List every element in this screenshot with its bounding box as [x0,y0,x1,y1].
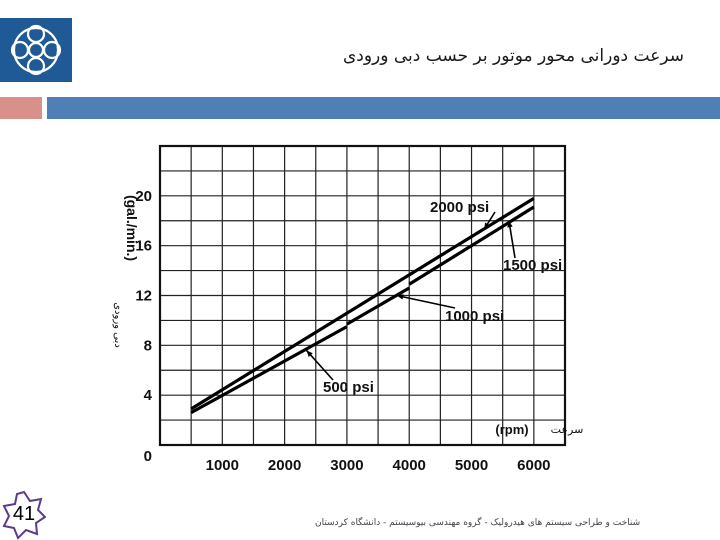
chart: 2000 psi 1500 psi 1000 psi 500 psi 1000 2000… [112,144,584,474]
chart-series [190,196,535,415]
annotation-leader [305,349,334,381]
chart-axes [158,144,567,447]
plot-frame [158,144,567,447]
y-tick-label: 12 [135,288,152,305]
x-tick-label: 1000 [206,457,239,474]
annotation-leader [396,294,456,309]
annotation-arrowhead [507,220,513,228]
y-tick-label: 20 [135,188,152,205]
series-line-1000-psi [346,286,411,326]
x-tick-label: 3000 [330,457,363,474]
star-frame-icon [2,490,47,540]
y-tick-label: 16 [135,238,152,255]
y-axis-label: (gal./min.) [124,195,140,261]
y-tick-label: 0 [144,448,152,465]
chart-annotations: 2000 psi 1500 psi 1000 psi 500 psi [305,199,562,396]
annotation-arrowhead [484,222,490,230]
university-logo-icon [0,18,72,82]
header-bar [47,97,720,119]
x-axis-label: (rpm) [495,422,528,437]
y-tick-label: 8 [144,337,152,354]
y-tick-label: 4 [144,387,153,404]
series-label: 1000 psi [445,308,504,325]
series-line-1500-psi [408,205,535,286]
x-tick-label: 6000 [517,457,550,474]
x-tick-label: 4000 [393,457,426,474]
slide-number-badge: 41 [2,490,47,540]
y-axis-label-fa: دبی ورودی [112,302,123,348]
series-label: 500 psi [323,379,374,396]
series-label: 1500 psi [503,257,562,274]
chart-grid [160,146,565,445]
x-tick-label: 5000 [455,457,488,474]
slide-number: 41 [12,503,36,525]
series-label: 2000 psi [430,199,489,216]
annotation-arrowhead [396,294,404,300]
x-axis-label-fa: سرعت [551,423,584,436]
x-tick-label: 2000 [268,457,301,474]
series-line-2000-psi [190,196,535,411]
page-title: سرعت دورانی محور موتور بر حسب دبی ورودی [342,46,684,66]
footer-text: شناخت و طراحی سیستم های هیدرولیک - گروه … [315,518,641,528]
chart-ticks: 1000 2000 3000 4000 5000 6000 0 4 8 12 16 20 [135,188,550,474]
header-accent-bar [0,97,42,119]
annotation-arrowhead [306,350,313,357]
series-line-500-psi [190,325,348,415]
